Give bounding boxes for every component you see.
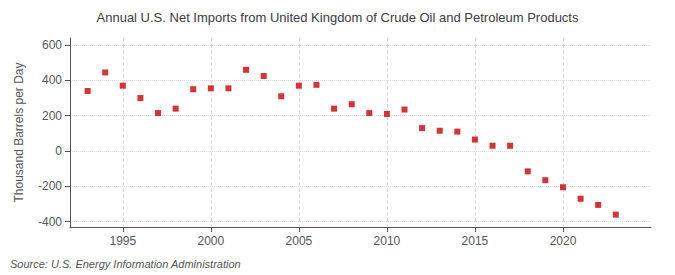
- svg-text:1995: 1995: [109, 234, 136, 248]
- svg-text:200: 200: [42, 109, 62, 123]
- svg-text:-400: -400: [38, 215, 62, 229]
- svg-text:-200: -200: [38, 179, 62, 193]
- svg-text:Thousand Barrels per Day: Thousand Barrels per Day: [12, 62, 26, 202]
- svg-text:2020: 2020: [550, 234, 577, 248]
- svg-text:Annual U.S. Net Imports from U: Annual U.S. Net Imports from United King…: [97, 10, 579, 25]
- svg-text:2005: 2005: [286, 234, 313, 248]
- svg-text:Source: U.S. Energy Informatio: Source: U.S. Energy Information Administ…: [10, 258, 241, 270]
- svg-text:2015: 2015: [462, 234, 489, 248]
- svg-text:600: 600: [42, 38, 62, 52]
- svg-text:0: 0: [55, 144, 62, 158]
- svg-text:2000: 2000: [197, 234, 224, 248]
- svg-text:2010: 2010: [374, 234, 401, 248]
- svg-text:400: 400: [42, 73, 62, 87]
